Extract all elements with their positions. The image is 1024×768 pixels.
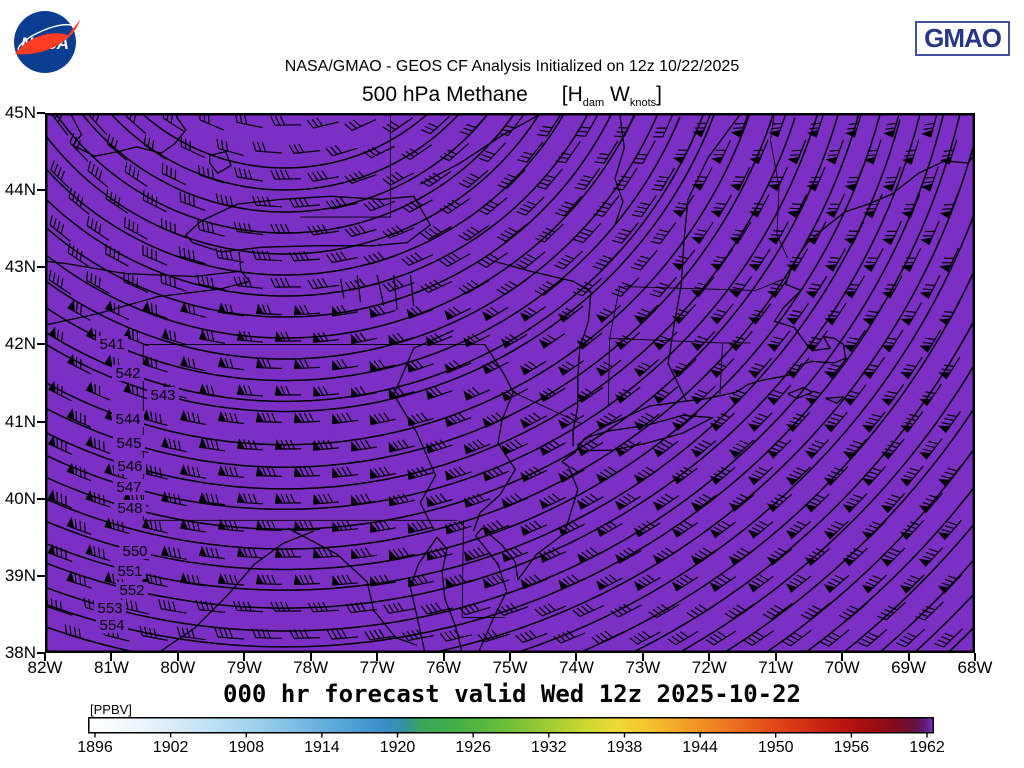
- svg-text:543: 543: [150, 387, 175, 404]
- lat-axis-label: 42N: [4, 334, 36, 354]
- colorbar-gradient: [88, 717, 934, 734]
- lon-axis-tick: [442, 653, 445, 661]
- lon-axis-tick: [309, 653, 312, 661]
- forecast-caption: 000 hr forecast valid Wed 12z 2025-10-22: [223, 680, 801, 708]
- svg-text:551: 551: [117, 563, 142, 580]
- lon-axis-tick: [974, 653, 976, 661]
- lon-axis-label: 72W: [691, 658, 727, 677]
- lat-axis-label: 45N: [4, 103, 36, 122]
- svg-text:541: 541: [99, 336, 124, 353]
- lat-axis-tick: [37, 266, 45, 269]
- colorbar-tick-label: 1896: [77, 739, 113, 756]
- lon-axis-tick: [641, 653, 644, 661]
- lat-axis-label: 44N: [4, 180, 36, 200]
- lon-axis-tick: [176, 653, 179, 661]
- colorbar: [88, 717, 934, 738]
- lon-axis-tick: [110, 653, 113, 661]
- lat-axis-label: 38N: [4, 643, 36, 662]
- units-close: ]: [656, 83, 662, 106]
- lon-axis-tick: [376, 653, 379, 661]
- subtitle-text: 500 hPa Methane: [362, 83, 528, 106]
- colorbar-tick-label: 1938: [606, 739, 643, 756]
- lat-axis-label: 40N: [4, 488, 36, 508]
- colorbar-units-label: [PPBV]: [90, 702, 132, 717]
- lon-axis-label: 74W: [558, 658, 594, 677]
- lon-axis-label: 75W: [492, 658, 528, 677]
- lon-axis-label: 78W: [293, 658, 329, 677]
- lon-axis-label: 70W: [824, 658, 860, 677]
- lat-axis-label: 41N: [4, 411, 36, 431]
- lat-axis-tick: [37, 574, 45, 577]
- lon-axis-tick: [509, 653, 511, 661]
- svg-text:553: 553: [97, 600, 122, 617]
- colorbar-tick-label: 1932: [531, 739, 567, 756]
- lat-axis-tick: [37, 343, 45, 346]
- svg-text:552: 552: [119, 582, 144, 599]
- svg-text:548: 548: [117, 500, 142, 517]
- gmao-logo: GMAO: [915, 21, 1010, 56]
- lon-axis-tick: [907, 653, 910, 661]
- lon-axis-tick: [44, 653, 46, 661]
- map-border: [45, 113, 975, 653]
- svg-text:546: 546: [117, 458, 142, 475]
- lon-axis-label: 73W: [625, 658, 661, 677]
- lon-axis-tick: [774, 653, 777, 661]
- map-subtitle: 500 hPa Methane [Hdam Wknots]: [0, 83, 1024, 109]
- lat-axis-tick: [37, 420, 45, 423]
- lon-axis-tick: [243, 653, 246, 661]
- lon-axis-label: 80W: [160, 658, 196, 677]
- lon-axis-label: 68W: [957, 658, 993, 677]
- lon-axis-label: 77W: [359, 658, 395, 677]
- colorbar-tick-label: 1926: [455, 739, 491, 756]
- colorbar-tick-label: 1920: [379, 739, 416, 756]
- colorbar-tick-label: 1944: [682, 739, 718, 756]
- lon-axis-label: 69W: [891, 658, 927, 677]
- lat-axis-label: 43N: [4, 257, 36, 277]
- lon-axis-label: 71W: [758, 658, 794, 677]
- lat-axis-label: 39N: [4, 565, 36, 585]
- svg-text:545: 545: [116, 435, 141, 452]
- svg-text:554: 554: [99, 617, 124, 634]
- lat-axis-tick: [37, 112, 45, 114]
- svg-text:544: 544: [115, 411, 140, 428]
- lon-axis-label: 82W: [27, 658, 63, 677]
- lon-axis-tick: [575, 653, 578, 661]
- units-h: [H: [561, 83, 583, 106]
- lon-axis-tick: [708, 653, 711, 661]
- units-w-sub: knots: [629, 97, 657, 110]
- lat-axis-tick: [37, 652, 45, 654]
- colorbar-tick-label: 1950: [757, 739, 794, 756]
- lon-axis-label: 76W: [426, 658, 462, 677]
- colorbar-tick-label: 1962: [909, 739, 945, 756]
- units-w: W: [604, 83, 630, 106]
- svg-text:547: 547: [116, 479, 141, 496]
- lon-axis-label: 79W: [226, 658, 262, 677]
- nasa-logo-icon: NASA: [14, 11, 80, 73]
- units-h-sub: dam: [582, 97, 605, 110]
- lat-axis-tick: [37, 189, 45, 192]
- svg-text:550: 550: [122, 543, 147, 560]
- map-area: 541 542 543 544 545 546 547 548 550 551 552 553 554: [45, 113, 975, 653]
- lon-axis-tick: [841, 653, 844, 661]
- svg-text:542: 542: [115, 365, 140, 382]
- lon-axis-label: 81W: [93, 658, 129, 677]
- colorbar-tick-label: 1914: [304, 739, 340, 756]
- colorbar-tick-label: 1956: [833, 739, 870, 756]
- page-title: NASA/GMAO - GEOS CF Analysis Initialized…: [284, 58, 740, 75]
- lat-axis-tick: [37, 497, 45, 500]
- colorbar-tick-label: 1902: [152, 739, 189, 756]
- colorbar-tick-label: 1908: [228, 739, 265, 756]
